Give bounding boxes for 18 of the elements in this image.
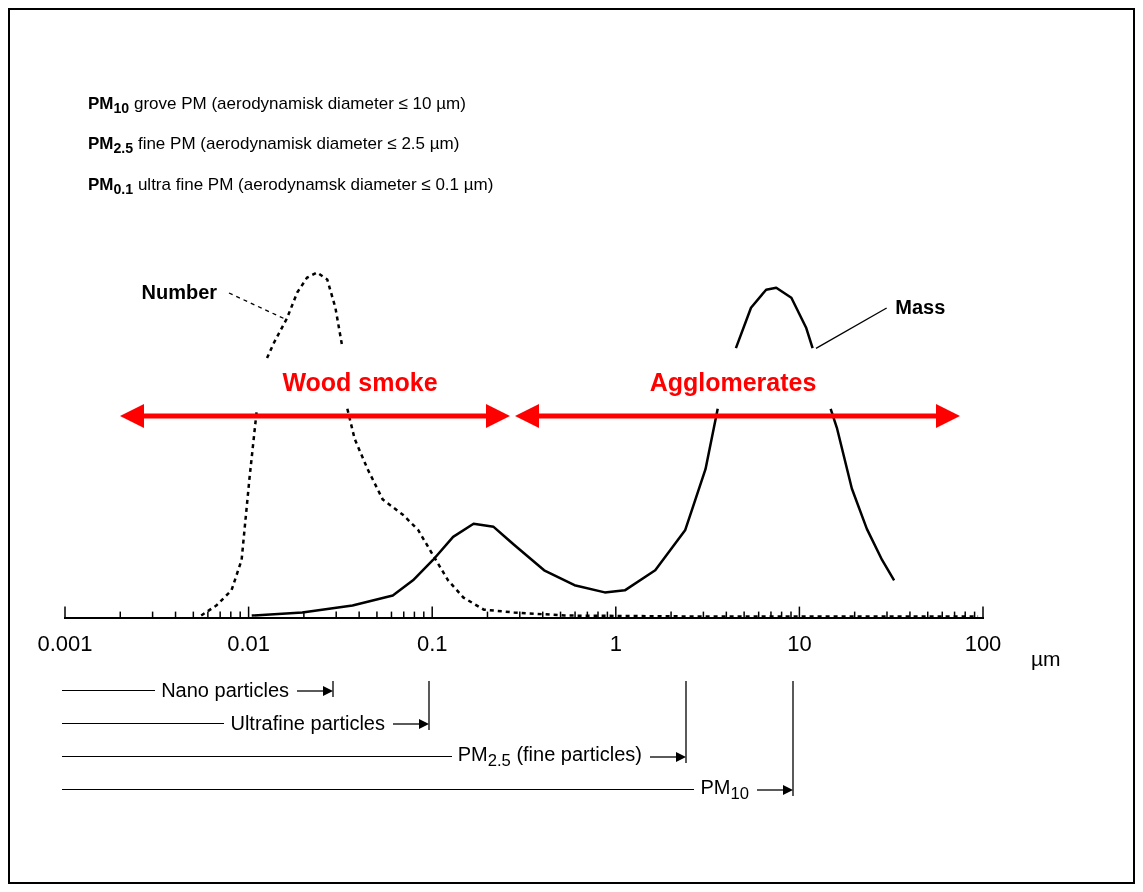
text: PM$_{2.5}$ (fine particles) [457,742,642,771]
x-tick-label: 0.01 [227,630,271,656]
text: PM$_{10}$ [700,775,749,804]
annotation: Agglomerates [649,367,817,397]
text: Nano particles [161,679,289,703]
x-tick-label: 0.1 [416,630,448,656]
x-tick-label: 1 [609,630,622,656]
text: PM$_{10}$ grove PM (aerodynamisk diameter ≤ 10 µm) [88,94,466,117]
x-tick-label: 100 [964,630,1002,656]
text: PM$_{0.1}$ ultra fine PM (aerodynamsk diameter ≤ 0.1 µm) [88,174,494,198]
x-tick-label: 0.001 [37,630,93,656]
x-tick-label: 10 [787,630,812,656]
text: Ultrafine particles [230,712,385,736]
text: Mass [895,295,946,318]
legend-label: Number [141,280,218,303]
annotation: Wood smoke [282,367,438,397]
x-axis-title: µm [1031,646,1061,670]
text: PM$_{2.5}$ fine PM (aerodynamisk diameter ≤ 2.5 µm) [88,134,460,157]
